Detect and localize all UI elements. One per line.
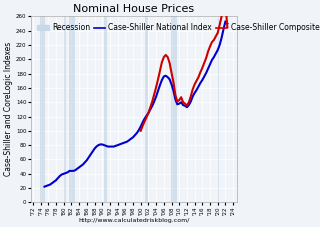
Bar bbox=[145, 16, 148, 202]
Bar bbox=[64, 16, 66, 202]
Bar bbox=[218, 16, 219, 202]
X-axis label: http://www.calculatedriskblog.com/: http://www.calculatedriskblog.com/ bbox=[78, 218, 189, 223]
Bar bbox=[40, 16, 45, 202]
Bar bbox=[171, 16, 177, 202]
Bar bbox=[69, 16, 75, 202]
Y-axis label: Case-Shiller and CoreLogic Indexes: Case-Shiller and CoreLogic Indexes bbox=[4, 42, 13, 176]
Legend: Recession, Case-Shiller National Index, Case-Shiller Composite 20 Index: Recession, Case-Shiller National Index, … bbox=[35, 20, 320, 35]
Bar bbox=[104, 16, 107, 202]
Title: Nominal House Prices: Nominal House Prices bbox=[73, 4, 194, 14]
